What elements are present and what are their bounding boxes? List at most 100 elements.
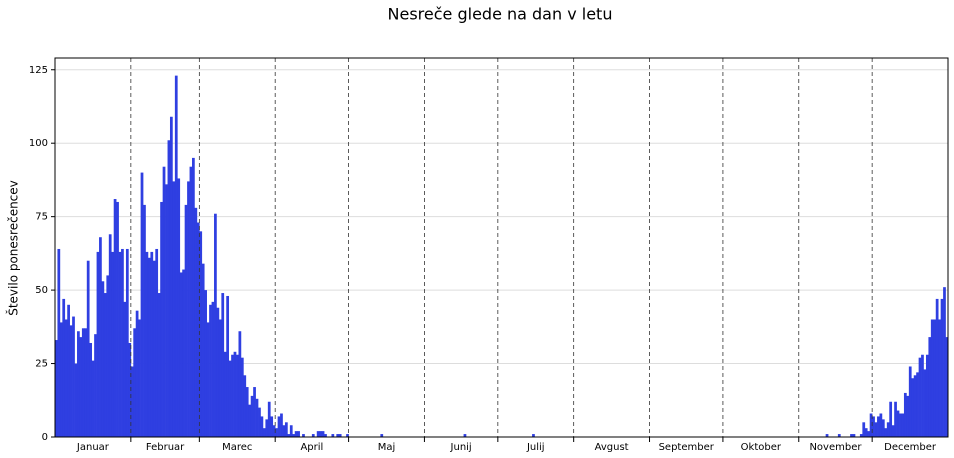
bar — [123, 301, 127, 437]
bar — [223, 351, 227, 437]
bar — [324, 434, 327, 437]
bar — [911, 378, 915, 437]
y-tick-label: 100 — [29, 138, 48, 149]
bar — [877, 416, 880, 437]
bar — [886, 422, 890, 437]
bar — [84, 328, 88, 437]
bar — [201, 263, 205, 437]
bar — [260, 416, 264, 437]
bar — [906, 395, 910, 437]
y-tick-label: 125 — [29, 65, 48, 76]
bar — [255, 398, 259, 437]
bar — [319, 431, 322, 437]
x-tick-label: December — [884, 442, 937, 453]
bar — [231, 354, 234, 437]
bar — [913, 375, 917, 437]
plot-frame — [54, 57, 949, 438]
bar — [287, 434, 291, 437]
bar — [74, 363, 78, 437]
bar — [140, 172, 144, 437]
bar — [532, 434, 535, 437]
bar — [901, 413, 905, 437]
bar — [209, 304, 212, 437]
bar — [884, 428, 888, 437]
bar — [943, 287, 946, 437]
bar — [99, 237, 102, 437]
bar — [138, 319, 141, 437]
bar — [921, 354, 924, 437]
bar — [184, 204, 188, 437]
bar — [933, 319, 937, 437]
bar — [199, 231, 203, 437]
bar — [240, 357, 244, 437]
bar — [121, 248, 124, 437]
bar — [167, 140, 171, 438]
bar — [338, 434, 342, 437]
bar — [59, 322, 63, 437]
bar — [289, 425, 293, 437]
bar — [280, 413, 283, 437]
bar — [923, 369, 927, 437]
bar — [179, 272, 183, 437]
bar — [174, 75, 178, 438]
bar — [101, 281, 105, 437]
bar — [869, 413, 873, 437]
bar — [182, 269, 185, 437]
bar — [380, 434, 384, 437]
bar — [125, 248, 129, 437]
bar — [108, 234, 112, 437]
bar — [874, 422, 878, 437]
bar — [111, 251, 115, 437]
bar — [837, 434, 841, 437]
bar — [245, 387, 249, 437]
bar — [67, 304, 70, 437]
bar — [294, 431, 298, 437]
bar — [879, 413, 883, 437]
bar — [918, 357, 922, 437]
bar — [216, 307, 220, 437]
bar — [64, 319, 68, 437]
y-tick-label: 25 — [35, 359, 48, 370]
bar — [928, 337, 932, 437]
bar — [152, 260, 156, 437]
y-tick-label: 50 — [35, 285, 48, 296]
bar — [103, 293, 107, 437]
bar — [916, 372, 919, 437]
bar — [165, 184, 168, 437]
bar — [908, 366, 912, 437]
bar — [896, 410, 900, 437]
bar — [55, 340, 58, 437]
bar — [91, 360, 95, 437]
bar — [275, 428, 278, 437]
bar — [94, 334, 97, 437]
bar — [297, 431, 300, 437]
x-tick-label: Julij — [526, 442, 545, 453]
bar — [945, 337, 949, 437]
bar — [277, 416, 281, 437]
bar — [899, 413, 902, 437]
bar — [214, 213, 217, 437]
bar — [187, 181, 190, 437]
bar — [147, 257, 151, 437]
x-tick-label: Oktober — [741, 442, 782, 453]
bar — [284, 422, 288, 437]
bar — [145, 251, 149, 437]
bar — [243, 375, 247, 437]
bar — [135, 310, 139, 437]
bar — [850, 434, 853, 437]
x-tick-label: September — [659, 442, 715, 453]
bar — [226, 295, 230, 437]
bar — [204, 290, 207, 437]
bar — [267, 401, 271, 437]
bar — [89, 342, 92, 437]
bar — [262, 428, 266, 437]
bar — [133, 328, 137, 437]
bar — [935, 298, 939, 437]
bar — [69, 325, 73, 437]
y-tick-label: 0 — [42, 432, 48, 443]
bar — [302, 434, 305, 437]
bar — [62, 298, 66, 437]
bar — [292, 434, 296, 437]
bar — [228, 360, 232, 437]
x-tick-label: Junij — [450, 442, 472, 453]
